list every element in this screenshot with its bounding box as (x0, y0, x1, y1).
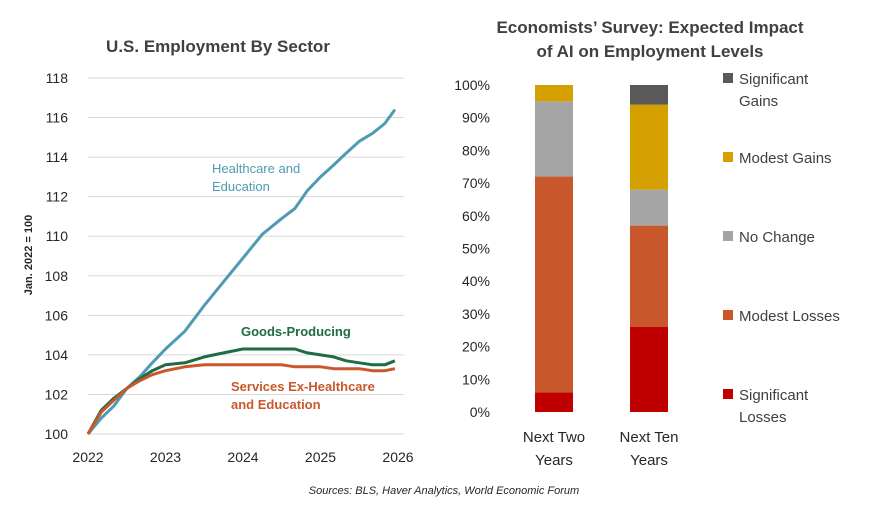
y-tick-label-118: 118 (46, 70, 69, 86)
legend-swatch-significant-losses (723, 389, 733, 399)
legend-swatch-no-change (723, 231, 733, 241)
ai-impact-stacked-bar-chart: Economists’ Survey: Expected Impact of AI… (454, 18, 840, 469)
employment-y-ticks: 100 102 104 106 108 110 112 114 116 118 (45, 70, 69, 442)
ai-chart-title-line-2: of AI on Employment Levels (536, 42, 763, 61)
y-tick-label-116: 116 (46, 110, 69, 126)
employment-y-axis-title: Jan. 2022 = 100 (23, 215, 35, 295)
goods-series-label: Goods-Producing (241, 324, 351, 339)
y-tick-label-106: 106 (45, 307, 69, 323)
employment-chart-title: U.S. Employment By Sector (106, 37, 330, 56)
ai-y-tick-label-0: 0% (470, 404, 490, 420)
x-tick-label-2025: 2025 (305, 449, 336, 465)
x-tick-label-2024: 2024 (227, 449, 258, 465)
ai-y-tick-label-30: 30% (462, 306, 490, 322)
ai-y-tick-label-80: 80% (462, 142, 490, 158)
ai-y-tick-label-10: 10% (462, 371, 490, 387)
category-label-next-two-years-1: Next Two (523, 429, 585, 446)
bar-next-two-years-significant-losses (535, 392, 573, 412)
category-label-next-ten-years-1: Next Ten (620, 429, 679, 446)
bar-next-two-years-modest-gains (535, 85, 573, 102)
ai-y-tick-label-90: 90% (462, 110, 490, 126)
x-tick-label-2022: 2022 (72, 449, 103, 465)
bar-next-two-years-no-change (535, 101, 573, 177)
ai-y-tick-label-70: 70% (462, 175, 490, 191)
ai-y-tick-label-20: 20% (462, 339, 490, 355)
legend-swatch-modest-gains (723, 152, 733, 162)
y-tick-label-104: 104 (45, 347, 69, 363)
y-tick-label-112: 112 (46, 189, 69, 205)
legend-label-significant-gains-2: Gains (739, 93, 778, 110)
legend-label-significant-gains-1: Significant (739, 71, 809, 88)
bar-next-ten-years-significant-gains (630, 85, 668, 105)
employment-line-chart: U.S. Employment By Sector Jan. 2022 = 10… (23, 37, 414, 465)
x-tick-label-2023: 2023 (150, 449, 181, 465)
bar-next-ten-years-significant-losses (630, 326, 668, 412)
category-label-next-two-years-2: Years (535, 452, 573, 469)
bar-next-ten-years-modest-losses (630, 225, 668, 327)
ai-y-tick-label-60: 60% (462, 208, 490, 224)
bar-next-ten-years-modest-gains (630, 104, 668, 190)
legend-swatch-modest-losses (723, 310, 733, 320)
ai-bars (535, 85, 668, 412)
bar-next-two-years-modest-losses (535, 176, 573, 393)
ai-y-tick-label-100: 100% (454, 77, 490, 93)
employment-gridlines (88, 77, 404, 435)
ai-chart-title-line-1: Economists’ Survey: Expected Impact (496, 18, 803, 37)
ai-category-labels: Next Two Years Next Ten Years (523, 429, 679, 469)
legend-label-modest-gains-1: Modest Gains (739, 150, 832, 167)
line-services-ex-healthcare-and-education (86, 363, 396, 435)
x-tick-label-2026: 2026 (382, 449, 413, 465)
ai-y-tick-label-40: 40% (462, 273, 490, 289)
y-tick-label-114: 114 (46, 149, 69, 165)
employment-x-ticks: 2022 2023 2024 2025 2026 (72, 449, 413, 465)
bar-next-ten-years-no-change (630, 189, 668, 226)
category-label-next-ten-years-2: Years (630, 452, 668, 469)
y-tick-label-110: 110 (46, 228, 69, 244)
source-note: Sources: BLS, Haver Analytics, World Eco… (309, 485, 579, 497)
y-tick-label-102: 102 (45, 386, 69, 402)
legend-label-no-change-1: No Change (739, 229, 815, 246)
legend-label-significant-losses-1: Significant (739, 387, 809, 404)
y-tick-label-108: 108 (45, 268, 69, 284)
ai-legend: Significant Gains Modest Gains No Change Mod… (723, 71, 840, 426)
y-tick-label-100: 100 (45, 426, 69, 442)
ai-y-tick-label-50: 50% (462, 241, 490, 257)
healthcare-series-label: Healthcare and Education (212, 161, 300, 194)
services-series-label: Services Ex-Healthcare and Education (231, 379, 375, 412)
legend-swatch-significant-gains (723, 73, 733, 83)
employment-series-lines (86, 108, 397, 435)
legend-label-significant-losses-2: Losses (739, 409, 787, 426)
legend-label-modest-losses-1: Modest Losses (739, 308, 840, 325)
ai-chart-title: Economists’ Survey: Expected Impact of AI… (496, 18, 803, 61)
ai-y-ticks: 0% 10% 20% 30% 40% 50% 60% 70% 80% 90% 100% (454, 77, 490, 420)
